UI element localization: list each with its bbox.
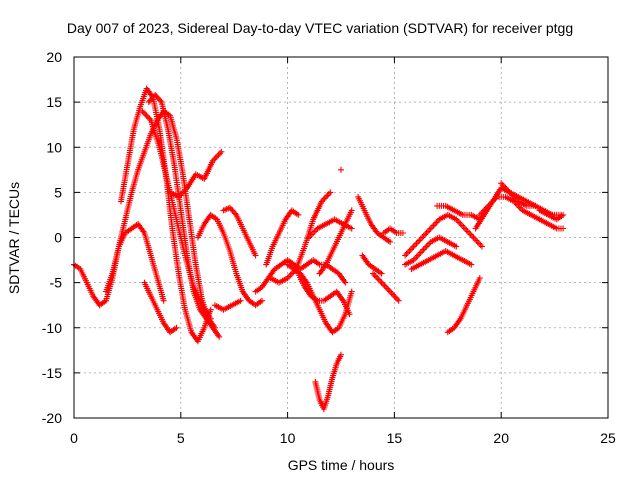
series-31 (536, 207, 567, 223)
series-29-markers (476, 193, 567, 232)
series-4 (103, 221, 167, 304)
series-22 (380, 225, 406, 236)
series-18 (338, 166, 344, 173)
y-tick-label: -15 (42, 365, 62, 381)
x-tick-label: 0 (70, 430, 78, 446)
series-28-markers (472, 184, 539, 232)
series-23-markers (402, 211, 485, 259)
series-31-markers (536, 207, 567, 223)
series-16-markers (316, 207, 355, 277)
series-11 (263, 207, 302, 268)
y-tick-label: 20 (46, 49, 62, 65)
y-tick-label: -5 (50, 275, 63, 291)
y-tick-label: 0 (54, 230, 62, 246)
y-axis-label: SDTVAR / TECUs (6, 181, 22, 295)
series-5-markers (167, 148, 225, 200)
series-29 (476, 193, 567, 232)
series-7-markers (194, 211, 265, 309)
series-8 (220, 204, 259, 259)
series-6-markers (141, 279, 180, 336)
y-tick-label: -10 (42, 320, 62, 336)
series-9-markers (212, 297, 244, 313)
x-tick-label: 20 (493, 430, 509, 446)
series-26 (434, 202, 483, 223)
x-tick-label: 15 (387, 430, 403, 446)
y-tick-label: -20 (42, 410, 62, 426)
series-23 (402, 211, 485, 259)
chart-title: Day 007 of 2023, Sidereal Day-to-day VTE… (66, 20, 574, 36)
series-24 (402, 234, 460, 268)
series-6 (141, 279, 180, 336)
series-4-markers (103, 221, 167, 304)
y-tick-label: 15 (46, 94, 62, 110)
x-tick-label: 5 (177, 430, 185, 446)
series-17 (312, 351, 344, 412)
series-3-markers (139, 108, 214, 322)
y-tick-label: 10 (46, 139, 62, 155)
series-25 (408, 248, 475, 273)
series-28 (472, 184, 539, 232)
series-14 (295, 270, 353, 318)
series-12 (267, 189, 334, 286)
series-21-markers (370, 270, 402, 304)
data-points (71, 85, 567, 412)
series-27-markers (444, 275, 483, 336)
series-17-markers (312, 351, 344, 412)
series-22-markers (380, 225, 406, 236)
series-20 (359, 252, 385, 277)
series-19 (355, 193, 394, 245)
series-30-markers (498, 180, 564, 218)
x-tick-label: 10 (280, 430, 296, 446)
x-axis-label: GPS time / hours (287, 457, 395, 473)
series-16 (316, 207, 355, 277)
y-tick-label: 5 (54, 184, 62, 200)
series-8-markers (220, 204, 259, 259)
series-24-markers (402, 234, 460, 268)
series-27 (444, 275, 483, 336)
series-11-markers (263, 207, 302, 268)
series-14-markers (295, 270, 353, 318)
series-12-markers (267, 189, 334, 286)
series-7 (194, 211, 265, 309)
series-5 (167, 148, 225, 200)
series-19-markers (355, 193, 394, 245)
series-25-markers (408, 248, 475, 273)
series-20-markers (359, 252, 385, 277)
axis-ticks: 0 5 10 15 20 25 -20 -15 -10 -5 0 5 10 15 20 (42, 49, 616, 446)
series-18-markers (338, 166, 344, 173)
series-30 (498, 180, 564, 218)
series-3 (139, 108, 214, 322)
series-26-markers (434, 202, 483, 223)
series-21 (370, 270, 402, 304)
x-tick-label: 25 (600, 430, 616, 446)
series-9 (212, 297, 244, 313)
